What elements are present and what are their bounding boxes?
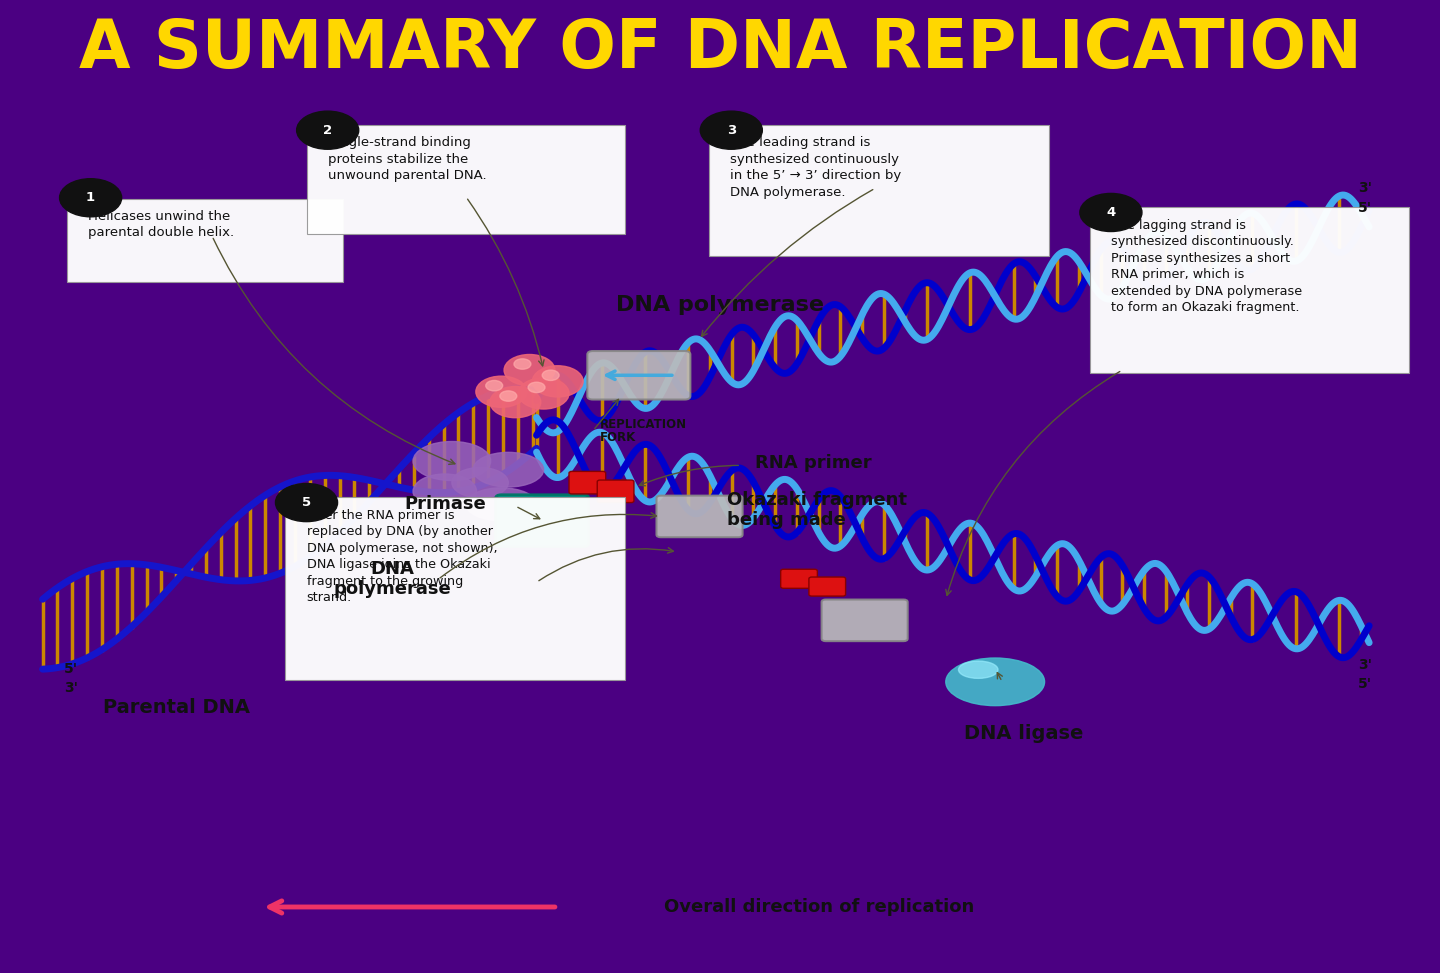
FancyBboxPatch shape bbox=[598, 480, 634, 503]
Circle shape bbox=[475, 377, 527, 408]
Ellipse shape bbox=[472, 452, 543, 486]
FancyBboxPatch shape bbox=[708, 125, 1048, 256]
Text: DNA: DNA bbox=[370, 560, 415, 578]
Ellipse shape bbox=[946, 658, 1044, 705]
Text: 5': 5' bbox=[1358, 677, 1372, 692]
Text: After the RNA primer is
replaced by DNA (by another
DNA polymerase, not shown),
: After the RNA primer is replaced by DNA … bbox=[307, 509, 497, 604]
Circle shape bbox=[275, 484, 337, 522]
Circle shape bbox=[500, 391, 517, 401]
Circle shape bbox=[59, 179, 121, 217]
Circle shape bbox=[297, 111, 359, 149]
Text: The lagging strand is
synthesized discontinuously.
Primase synthesizes a short
R: The lagging strand is synthesized discon… bbox=[1110, 219, 1302, 314]
Circle shape bbox=[528, 382, 544, 392]
Text: DNA polymerase: DNA polymerase bbox=[616, 295, 824, 315]
FancyBboxPatch shape bbox=[495, 495, 589, 547]
Text: 1: 1 bbox=[86, 192, 95, 204]
Circle shape bbox=[490, 386, 541, 417]
FancyBboxPatch shape bbox=[1090, 207, 1408, 373]
Ellipse shape bbox=[467, 487, 537, 521]
Ellipse shape bbox=[413, 442, 491, 481]
Text: 4: 4 bbox=[1106, 206, 1116, 219]
Text: The leading strand is
synthesized continuously
in the 5’ → 3’ direction by
DNA p: The leading strand is synthesized contin… bbox=[730, 136, 901, 198]
Text: 2: 2 bbox=[323, 124, 333, 137]
Text: Overall direction of replication: Overall direction of replication bbox=[664, 898, 973, 916]
FancyBboxPatch shape bbox=[657, 495, 743, 537]
Ellipse shape bbox=[413, 474, 477, 509]
Ellipse shape bbox=[452, 467, 508, 498]
Text: 3': 3' bbox=[1358, 181, 1372, 196]
Text: polymerase: polymerase bbox=[334, 580, 452, 598]
FancyBboxPatch shape bbox=[780, 569, 818, 589]
Circle shape bbox=[1080, 194, 1142, 232]
Text: Single-strand binding
proteins stabilize the
unwound parental DNA.: Single-strand binding proteins stabilize… bbox=[328, 136, 487, 182]
FancyBboxPatch shape bbox=[307, 125, 625, 234]
Circle shape bbox=[543, 370, 559, 380]
FancyBboxPatch shape bbox=[809, 577, 845, 596]
Text: A SUMMARY OF DNA REPLICATION: A SUMMARY OF DNA REPLICATION bbox=[79, 16, 1361, 82]
Text: DNA ligase: DNA ligase bbox=[963, 724, 1083, 743]
Text: 5': 5' bbox=[1358, 201, 1372, 215]
Text: Primase: Primase bbox=[405, 495, 485, 514]
FancyBboxPatch shape bbox=[66, 198, 343, 282]
FancyBboxPatch shape bbox=[822, 599, 907, 641]
Circle shape bbox=[504, 354, 554, 385]
Circle shape bbox=[533, 366, 583, 397]
Text: RNA primer: RNA primer bbox=[755, 453, 871, 472]
Ellipse shape bbox=[959, 661, 998, 678]
Text: Helicases unwind the
parental double helix.: Helicases unwind the parental double hel… bbox=[88, 210, 233, 239]
Text: being made: being made bbox=[727, 511, 845, 529]
FancyBboxPatch shape bbox=[588, 351, 690, 400]
FancyBboxPatch shape bbox=[569, 471, 606, 494]
Text: REPLICATION: REPLICATION bbox=[600, 418, 687, 431]
Text: FORK: FORK bbox=[600, 431, 636, 444]
Text: Parental DNA: Parental DNA bbox=[104, 699, 251, 717]
Circle shape bbox=[700, 111, 762, 149]
Text: 3: 3 bbox=[727, 124, 736, 137]
Text: Okazaki fragment: Okazaki fragment bbox=[727, 491, 907, 509]
Text: 3': 3' bbox=[1358, 658, 1372, 671]
Text: 5': 5' bbox=[63, 662, 78, 676]
Circle shape bbox=[485, 380, 503, 391]
FancyBboxPatch shape bbox=[285, 497, 625, 680]
Text: 5: 5 bbox=[302, 496, 311, 509]
Text: 3': 3' bbox=[63, 681, 78, 695]
Circle shape bbox=[518, 378, 569, 409]
Circle shape bbox=[514, 359, 531, 369]
